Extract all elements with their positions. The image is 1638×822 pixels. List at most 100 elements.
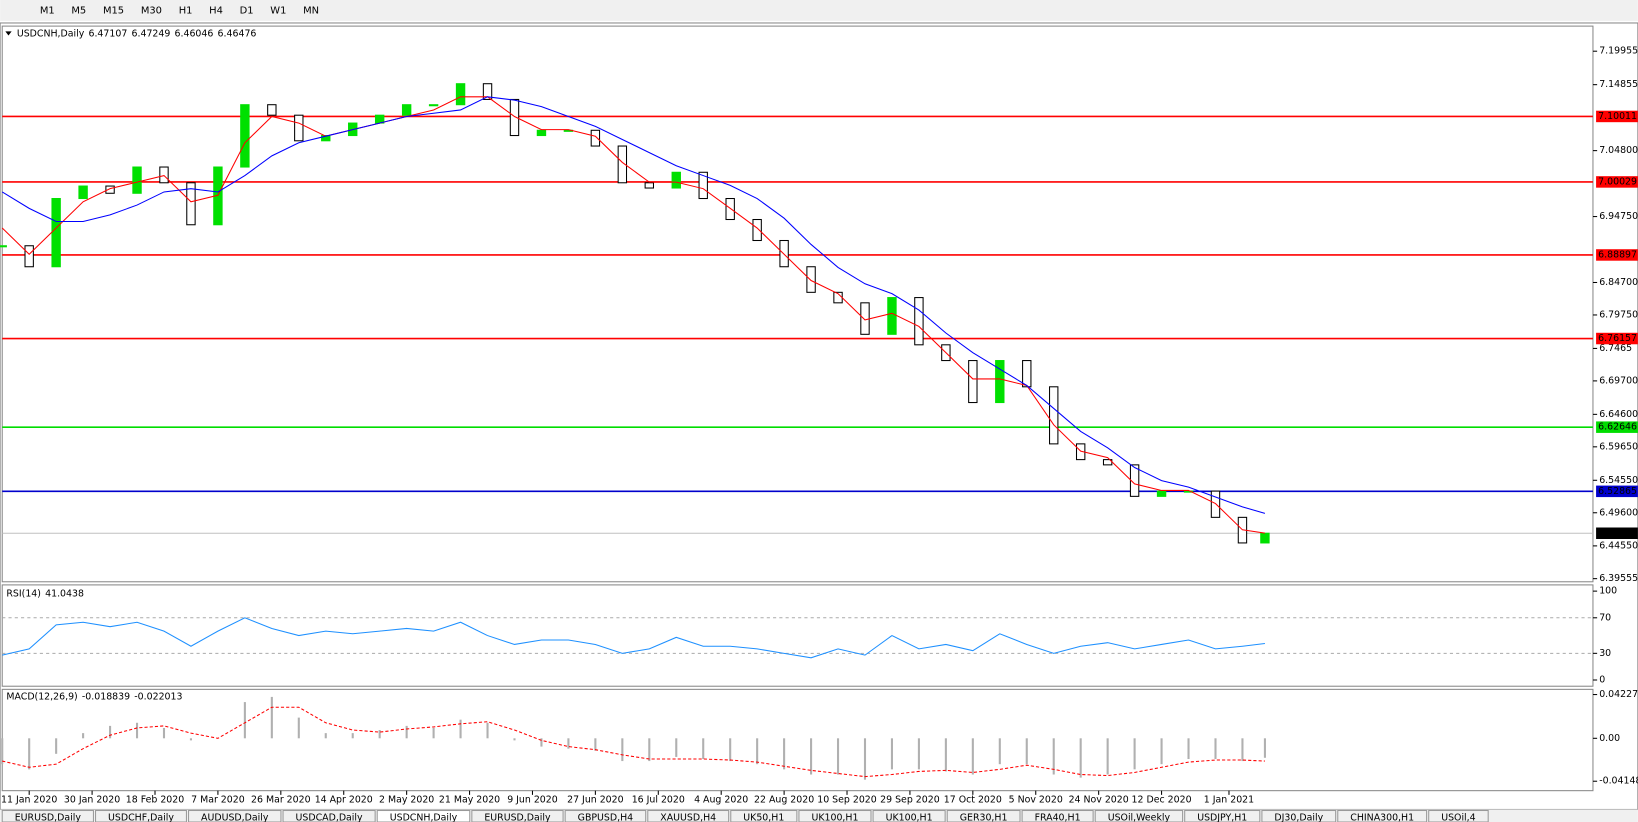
- timeframe-button[interactable]: H4: [209, 5, 223, 16]
- candle-body: [1129, 464, 1140, 497]
- timeframe-button[interactable]: M1: [40, 5, 55, 16]
- x-tick-label: 17 Oct 2020: [944, 795, 1002, 806]
- tab[interactable]: DJ30,Daily: [1261, 809, 1337, 822]
- tab[interactable]: USDCHF,Daily: [95, 809, 187, 822]
- candle-body: [1049, 386, 1059, 445]
- y-tick-label: 0: [1599, 674, 1605, 685]
- y-tick-label: 6.59650: [1599, 441, 1638, 452]
- tab-label: EURUSD,Daily: [15, 812, 82, 822]
- tab-label: UK100,H1: [886, 812, 933, 822]
- tab-label: AUDUSD,Daily: [201, 812, 269, 822]
- level-label: 6.46476: [1598, 528, 1637, 539]
- x-tick-label: 2 May 2020: [379, 795, 434, 806]
- level-label-box: [1596, 421, 1638, 433]
- macd-bar: [109, 725, 112, 739]
- candle-body: [995, 360, 1005, 404]
- x-tick-label: 4 Aug 2020: [694, 795, 748, 806]
- tab-background: [798, 809, 872, 822]
- tab[interactable]: USDCAD,Daily: [282, 809, 376, 822]
- tab-label: UK50,H1: [743, 812, 784, 822]
- macd-bar: [1079, 738, 1082, 778]
- tab-background: [1428, 809, 1489, 822]
- tab[interactable]: GER30,H1: [946, 809, 1021, 822]
- macd-bar: [1025, 738, 1028, 765]
- candle-body: [1156, 490, 1167, 497]
- level-label-box: [1596, 249, 1638, 261]
- tab[interactable]: EURUSD,Daily: [1, 809, 94, 822]
- timeframe-button[interactable]: M30: [141, 5, 162, 16]
- macd-bar: [1263, 738, 1266, 758]
- candle-body: [428, 104, 439, 107]
- candle-body: [914, 297, 924, 346]
- candle-body: [509, 98, 520, 137]
- timeframe-button[interactable]: M15: [103, 5, 124, 16]
- rsi-title: RSI(14) 41.0438: [6, 588, 84, 599]
- candle-body: [401, 104, 412, 116]
- macd-bar: [702, 738, 705, 759]
- tab[interactable]: USDJPY,H1: [1184, 809, 1261, 822]
- candle-body: [132, 166, 142, 194]
- level-label: 7.10011: [1598, 111, 1637, 122]
- macd-title: MACD(12,26,9) -0.018839 -0.022013: [6, 691, 182, 702]
- tab-label: DJ30,Daily: [1274, 812, 1323, 822]
- macd-bar: [162, 727, 166, 739]
- tab[interactable]: USDCNH,Daily: [376, 809, 471, 822]
- tab-background: [647, 809, 730, 822]
- tab[interactable]: XAUUSD,H4: [647, 809, 730, 822]
- x-tick-label: 1 Jan 2021: [1204, 795, 1254, 806]
- tab[interactable]: USOil,Weekly: [1094, 809, 1184, 822]
- macd-bar: [540, 738, 543, 747]
- x-tick-label: 9 Jun 2020: [507, 795, 558, 806]
- timeframe-button[interactable]: MN: [303, 5, 319, 16]
- tab[interactable]: USOil,4: [1428, 809, 1489, 822]
- candle-body: [24, 245, 34, 268]
- macd-bar: [351, 733, 354, 739]
- tab[interactable]: UK50,H1: [730, 809, 798, 822]
- tab[interactable]: UK100,H1: [798, 809, 872, 822]
- timeframe-button[interactable]: D1: [240, 5, 254, 16]
- tab-label: UK100,H1: [811, 812, 858, 822]
- macd-signal: [2, 706, 1265, 778]
- macd-bar: [243, 702, 246, 739]
- tab-label: USOil,4: [1441, 812, 1475, 822]
- candle-body: [968, 360, 978, 404]
- tab-background: [188, 809, 282, 822]
- x-tick-label: 5 Nov 2020: [1009, 795, 1063, 806]
- candle-body: [806, 266, 816, 293]
- tab[interactable]: FRA40,H1: [1021, 809, 1094, 822]
- level-label-box: [1596, 332, 1638, 345]
- tab-background: [95, 809, 187, 822]
- timeframe-button[interactable]: W1: [270, 5, 286, 16]
- candle-body: [536, 129, 547, 137]
- tab-background: [1094, 809, 1184, 822]
- macd-bar: [998, 738, 1001, 765]
- toolbar: [0, 0, 1638, 21]
- macd-bar: [378, 730, 381, 739]
- candle-body: [860, 302, 870, 335]
- timeframe-button[interactable]: H1: [179, 5, 193, 16]
- candle-body: [617, 145, 628, 184]
- tab-background: [1184, 809, 1261, 822]
- macd-value: -0.018839: [82, 691, 130, 702]
- x-tick-label: 12 Dec 2020: [1132, 795, 1192, 806]
- macd-bar: [1187, 738, 1190, 759]
- tab[interactable]: CHINA300,H1: [1337, 809, 1428, 822]
- candle-body: [0, 245, 7, 248]
- x-tick-label: 11 Jan 2020: [1, 795, 57, 806]
- panel-frame: [1, 25, 1594, 583]
- y-tick-label: 7.14855: [1599, 79, 1638, 90]
- macd-bar: [1, 738, 4, 765]
- tab[interactable]: UK100,H1: [872, 809, 946, 822]
- tab-label: GBPUSD,H4: [578, 812, 633, 822]
- tab[interactable]: EURUSD,Daily: [471, 809, 564, 822]
- candle-body: [1022, 360, 1032, 388]
- tab[interactable]: GBPUSD,H4: [564, 809, 647, 822]
- tab-label: USDJPY,H1: [1197, 812, 1247, 822]
- tab-label: USDCHF,Daily: [108, 812, 174, 822]
- candle-body: [1183, 490, 1194, 493]
- y-tick-label: 6.79750: [1599, 309, 1638, 320]
- timeframe-button[interactable]: M5: [71, 5, 86, 16]
- macd-bar: [890, 738, 893, 770]
- tab[interactable]: AUDUSD,Daily: [188, 809, 282, 822]
